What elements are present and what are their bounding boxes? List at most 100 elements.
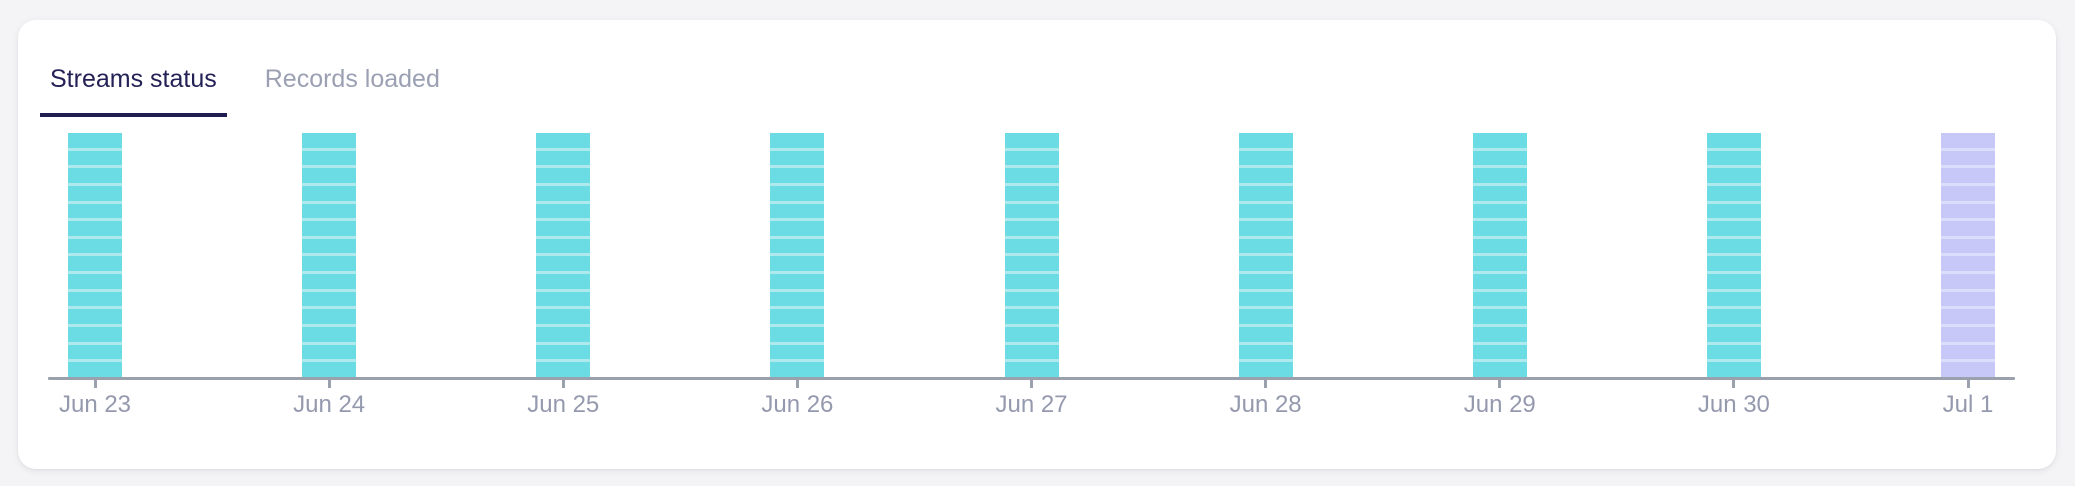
bar-segment xyxy=(770,344,825,360)
bar-segment xyxy=(1706,133,1761,148)
sync-history-card: Streams status Records loaded Jun 23 Jun … xyxy=(18,20,2056,469)
bar-segment xyxy=(1472,256,1527,272)
bar-segment xyxy=(770,185,825,201)
chart-bar-jun-25[interactable] xyxy=(536,133,591,377)
bar-segment xyxy=(1706,256,1761,272)
bar-segment xyxy=(1472,133,1527,148)
bar-segment xyxy=(302,344,357,360)
bar-segment xyxy=(1238,344,1293,360)
bar-segment xyxy=(68,238,122,254)
bar-segment xyxy=(1941,185,1995,201)
x-axis-tick xyxy=(1498,380,1502,388)
bar-segment xyxy=(770,274,825,289)
bar-segment xyxy=(770,221,825,236)
x-axis-label: Jun 25 xyxy=(527,391,600,418)
bar-segment xyxy=(1238,238,1293,254)
bar-segment xyxy=(536,344,591,360)
bar-segment xyxy=(536,309,591,325)
bar-segment xyxy=(770,256,825,272)
bar-segment xyxy=(770,203,825,219)
bar-segment xyxy=(1238,256,1293,272)
x-axis-tick xyxy=(1030,380,1033,388)
bar-segment xyxy=(1472,274,1527,289)
x-axis-label-col-jun-28: Jun 28 xyxy=(1230,380,1302,419)
bar-segment xyxy=(1472,203,1527,219)
bar-segment xyxy=(1004,327,1059,342)
chart-bar-jun-29[interactable] xyxy=(1472,133,1527,377)
x-axis-label: Jun 26 xyxy=(761,391,834,418)
bar-segment xyxy=(536,362,591,377)
chart-bar-jun-28[interactable] xyxy=(1238,133,1293,377)
bar-segment xyxy=(1941,238,1995,254)
bar-segment xyxy=(536,150,591,166)
tab-records-loaded[interactable]: Records loaded xyxy=(264,65,440,93)
bar-segment xyxy=(68,291,122,307)
bar-segment xyxy=(302,274,357,289)
bar-segment xyxy=(536,274,591,289)
bar-segment xyxy=(1706,327,1761,342)
bar-segment xyxy=(302,185,357,201)
bar-segment xyxy=(1004,221,1059,236)
chart-bar-jun-23[interactable] xyxy=(68,133,122,377)
x-axis-label-col-jun-27: Jun 27 xyxy=(995,380,1068,419)
bar-segment xyxy=(1238,133,1293,148)
bar-segment xyxy=(1472,185,1527,201)
chart-bar-jun-26[interactable] xyxy=(770,133,825,377)
chart-bar-jun-27[interactable] xyxy=(1004,133,1059,377)
bar-segment xyxy=(1941,327,1995,342)
tab-streams-status[interactable]: Streams status xyxy=(40,64,227,117)
x-axis-label-col-jun-29: Jun 29 xyxy=(1464,380,1536,419)
bar-segment xyxy=(1706,150,1761,166)
bar-segment xyxy=(302,150,357,166)
tab-bar: Streams status Records loaded xyxy=(40,64,2056,117)
x-axis-label: Jun 29 xyxy=(1463,391,1536,418)
bar-segment xyxy=(1472,309,1527,325)
x-axis-label: Jun 23 xyxy=(58,391,132,418)
chart-bars-area xyxy=(48,133,2015,377)
bar-segment xyxy=(1238,221,1293,236)
bar-segment xyxy=(1706,238,1761,254)
bar-segment xyxy=(1941,133,1995,148)
bar-segment xyxy=(1706,291,1761,307)
chart-bar-jun-24[interactable] xyxy=(302,133,357,377)
x-axis-label-col-jun-26: Jun 26 xyxy=(761,380,833,419)
bar-segment xyxy=(1941,168,1995,183)
x-axis-labels-row: Jun 23 Jun 24 Jun 25 Jun 26 Jun 27 Jun 28 Jun … xyxy=(48,380,2015,419)
bar-segment xyxy=(1004,133,1059,148)
bar-segment xyxy=(302,256,357,272)
x-axis-label: Jul 1 xyxy=(1942,391,1994,418)
bar-segment xyxy=(1706,344,1761,360)
bar-segment xyxy=(302,327,357,342)
bar-segment xyxy=(1004,291,1059,307)
bar-segment xyxy=(1706,221,1761,236)
bar-segment xyxy=(302,133,357,148)
bar-segment xyxy=(770,133,825,148)
bar-segment xyxy=(1941,150,1995,166)
chart-bar-jun-30[interactable] xyxy=(1706,133,1761,377)
bar-segment xyxy=(68,362,122,377)
bar-segment xyxy=(1004,150,1059,166)
bar-segment xyxy=(536,238,591,254)
bar-segment xyxy=(1941,291,1995,307)
chart-bar-jul-1[interactable] xyxy=(1941,133,1995,377)
bar-segment xyxy=(68,221,122,236)
bar-segment xyxy=(1472,221,1527,236)
bar-segment xyxy=(536,185,591,201)
x-axis-tick xyxy=(1264,380,1268,388)
bar-segment xyxy=(68,327,122,342)
bar-segment xyxy=(1238,274,1293,289)
bar-segment xyxy=(1472,344,1527,360)
bar-segment xyxy=(1472,362,1527,377)
bar-segment xyxy=(536,203,591,219)
bar-segment xyxy=(1004,168,1059,183)
bar-segment xyxy=(770,362,825,377)
bar-segment xyxy=(536,221,591,236)
bar-segment xyxy=(302,238,357,254)
bar-segment xyxy=(1004,362,1059,377)
bar-segment xyxy=(536,291,591,307)
bar-segment xyxy=(302,221,357,236)
bar-segment xyxy=(770,168,825,183)
bar-segment xyxy=(302,291,357,307)
x-axis-tick xyxy=(1732,380,1736,388)
